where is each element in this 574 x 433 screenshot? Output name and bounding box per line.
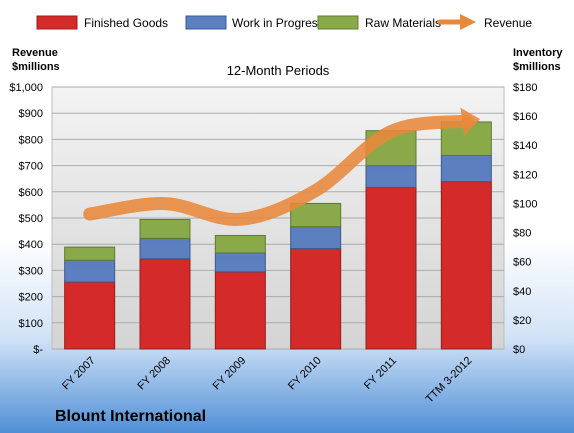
right-axis-ticks: $0 $20 $40 $60 $80 $100 $120 $140 $160 $180 (513, 82, 537, 356)
company-name: Blount International (55, 408, 206, 425)
bar-highlight (141, 239, 189, 244)
left-tick-label: $900 (19, 108, 43, 120)
right-axis-title-line2: $millions (513, 61, 561, 73)
bar-finished-goods (214, 271, 266, 350)
bar-finished-goods (365, 186, 417, 350)
legend-arrow-revenue (460, 14, 476, 30)
left-tick-label: $- (33, 344, 43, 356)
right-tick-label: $100 (513, 198, 537, 210)
left-tick-label: $400 (19, 239, 43, 251)
right-tick-label: $120 (513, 169, 537, 181)
left-axis-title-line2: $millions (12, 61, 60, 73)
legend-item-raw-materials: Raw Materials (317, 15, 441, 30)
revenue-line (83, 114, 473, 226)
legend-item-revenue: Revenue (437, 14, 532, 30)
bar-raw-materials (290, 202, 342, 228)
right-tick-label: $140 (513, 140, 537, 152)
legend-item-work-in-progress: Work in Progress (185, 15, 324, 30)
bar-raw-materials (214, 234, 266, 254)
bar-finished-goods (139, 258, 191, 350)
left-tick-label: $800 (19, 134, 43, 146)
bar-highlight (367, 166, 415, 171)
bar-raw-materials (64, 246, 116, 261)
left-axis-title-line1: Revenue (12, 47, 58, 59)
right-tick-label: $0 (513, 344, 525, 356)
right-tick-label: $180 (513, 82, 537, 94)
bar-highlight (141, 220, 189, 225)
right-tick-label: $160 (513, 111, 537, 123)
right-tick-label: $60 (513, 257, 531, 269)
right-axis-title-line1: Inventory (513, 47, 563, 59)
legend-label-raw-materials: Raw Materials (365, 16, 441, 30)
bar-highlight (442, 182, 491, 187)
bar-highlight (442, 156, 491, 161)
bar-series-group (64, 121, 492, 350)
bar-highlight (141, 259, 189, 264)
left-tick-label: $100 (19, 318, 43, 330)
chart-subtitle: 12-Month Periods (227, 63, 330, 78)
bar-highlight (65, 261, 114, 266)
left-tick-label: $300 (19, 265, 43, 277)
legend: Finished Goods Work in Progress Raw Mate… (36, 14, 532, 30)
bar-finished-goods (440, 181, 492, 350)
legend-swatch-finished-goods (36, 15, 78, 30)
right-tick-label: $20 (513, 315, 531, 327)
bar-finished-goods (290, 248, 342, 350)
bar-highlight (216, 272, 265, 277)
bar-highlight (216, 253, 265, 258)
legend-swatch-raw-materials (317, 15, 359, 30)
bar-highlight (65, 248, 114, 253)
bar-highlight (367, 188, 415, 193)
gridlines (52, 86, 504, 350)
left-tick-label: $500 (19, 213, 43, 225)
left-tick-label: $700 (19, 161, 43, 173)
legend-label-finished-goods: Finished Goods (84, 16, 168, 30)
legend-item-finished-goods: Finished Goods (36, 15, 168, 30)
right-tick-label: $80 (513, 228, 531, 240)
bar-highlight (216, 236, 265, 241)
bar-work-in-progress (440, 154, 492, 183)
left-axis-ticks: $- $100 $200 $300 $400 $500 $600 $700 $800 $900 $1… (9, 82, 43, 356)
left-tick-label: $1,000 (9, 82, 43, 94)
bar-raw-materials (139, 218, 191, 239)
left-tick-label: $200 (19, 292, 43, 304)
legend-label-work-in-progress: Work in Progress (232, 16, 324, 30)
bar-finished-goods (64, 281, 116, 350)
bar-highlight (65, 283, 114, 288)
bar-highlight (291, 204, 340, 209)
bar-highlight (291, 249, 340, 254)
left-tick-label: $600 (19, 187, 43, 199)
legend-swatch-work-in-progress (185, 15, 227, 30)
bar-highlight (291, 227, 340, 232)
revenue-line-group (83, 107, 481, 226)
legend-label-revenue: Revenue (484, 16, 532, 30)
right-tick-label: $40 (513, 286, 531, 298)
revenue-line-arrowhead (460, 107, 481, 136)
